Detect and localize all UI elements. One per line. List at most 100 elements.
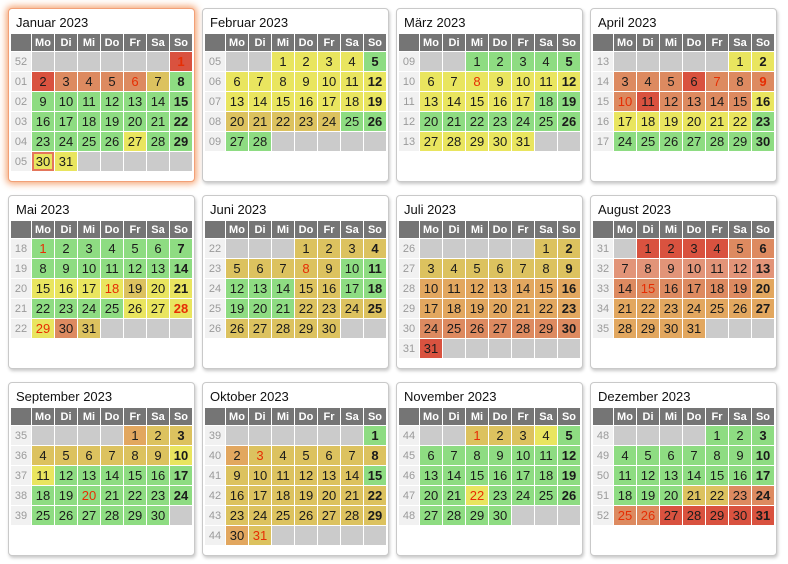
day-cell[interactable]: 22	[32, 299, 54, 318]
day-cell[interactable]: 29	[466, 506, 488, 525]
day-cell[interactable]: 28	[249, 132, 271, 151]
day-cell[interactable]: 25	[341, 112, 363, 131]
day-cell[interactable]: 9	[295, 72, 317, 91]
day-cell[interactable]: 19	[466, 299, 488, 318]
day-cell[interactable]: 23	[489, 486, 511, 505]
day-cell[interactable]: 13	[318, 466, 340, 485]
day-cell[interactable]: 11	[614, 466, 636, 485]
day-cell[interactable]: 3	[512, 426, 534, 445]
day-cell[interactable]: 26	[660, 132, 682, 151]
day-cell[interactable]: 10	[420, 279, 442, 298]
day-cell[interactable]: 27	[752, 299, 774, 318]
day-cell[interactable]: 5	[558, 426, 580, 445]
day-cell[interactable]: 21	[614, 299, 636, 318]
day-cell[interactable]: 11	[341, 72, 363, 91]
day-cell[interactable]: 31	[249, 526, 271, 545]
day-cell[interactable]: 23	[752, 112, 774, 131]
day-cell[interactable]: 30	[729, 506, 751, 525]
day-cell[interactable]: 10	[683, 259, 705, 278]
day-cell[interactable]: 29	[466, 132, 488, 151]
day-cell[interactable]: 13	[147, 259, 169, 278]
day-cell[interactable]: 12	[466, 279, 488, 298]
day-cell[interactable]: 26	[295, 506, 317, 525]
day-cell[interactable]: 23	[489, 112, 511, 131]
day-cell[interactable]: 17	[512, 466, 534, 485]
day-cell[interactable]: 28	[614, 319, 636, 338]
day-cell[interactable]: 26	[101, 132, 123, 151]
day-cell[interactable]: 24	[752, 486, 774, 505]
day-cell[interactable]: 24	[683, 299, 705, 318]
day-cell[interactable]: 17	[420, 299, 442, 318]
day-cell[interactable]: 12	[226, 279, 248, 298]
day-cell[interactable]: 9	[489, 446, 511, 465]
day-cell[interactable]: 17	[752, 466, 774, 485]
day-cell[interactable]: 15	[637, 279, 659, 298]
day-cell[interactable]: 17	[341, 279, 363, 298]
day-cell[interactable]: 4	[101, 239, 123, 258]
day-cell[interactable]: 2	[660, 239, 682, 258]
day-cell[interactable]: 10	[512, 446, 534, 465]
day-cell[interactable]: 22	[729, 112, 751, 131]
day-cell[interactable]: 27	[226, 132, 248, 151]
day-cell[interactable]: 7	[147, 72, 169, 91]
day-cell[interactable]: 12	[558, 446, 580, 465]
day-cell[interactable]: 6	[147, 239, 169, 258]
day-cell[interactable]: 17	[170, 466, 192, 485]
day-cell[interactable]: 22	[124, 486, 146, 505]
day-cell[interactable]: 22	[706, 486, 728, 505]
day-cell[interactable]: 21	[170, 279, 192, 298]
day-cell[interactable]: 29	[295, 319, 317, 338]
day-cell[interactable]: 4	[32, 446, 54, 465]
day-cell[interactable]: 15	[364, 466, 386, 485]
day-cell[interactable]: 8	[466, 72, 488, 91]
day-cell[interactable]: 18	[535, 466, 557, 485]
day-cell[interactable]: 9	[318, 259, 340, 278]
day-cell[interactable]: 29	[535, 319, 557, 338]
day-cell[interactable]: 16	[147, 466, 169, 485]
day-cell[interactable]: 25	[637, 132, 659, 151]
day-cell[interactable]: 3	[318, 52, 340, 71]
day-cell[interactable]: 6	[78, 446, 100, 465]
day-cell[interactable]: 14	[170, 259, 192, 278]
day-cell[interactable]: 17	[55, 112, 77, 131]
day-cell[interactable]: 19	[101, 112, 123, 131]
day-cell[interactable]: 28	[512, 319, 534, 338]
day-cell[interactable]: 20	[489, 299, 511, 318]
day-cell[interactable]: 23	[32, 132, 54, 151]
day-cell[interactable]: 27	[318, 506, 340, 525]
day-cell[interactable]: 9	[147, 446, 169, 465]
day-cell[interactable]: 21	[249, 112, 271, 131]
day-cell[interactable]: 15	[32, 279, 54, 298]
day-cell[interactable]: 4	[637, 72, 659, 91]
day-cell[interactable]: 13	[124, 92, 146, 111]
day-cell[interactable]: 16	[729, 466, 751, 485]
day-cell[interactable]: 16	[318, 279, 340, 298]
day-cell[interactable]: 31	[752, 506, 774, 525]
day-cell[interactable]: 3	[752, 426, 774, 445]
day-cell[interactable]: 22	[364, 486, 386, 505]
day-cell[interactable]: 12	[55, 466, 77, 485]
day-cell[interactable]: 6	[124, 72, 146, 91]
day-cell[interactable]: 15	[466, 466, 488, 485]
day-cell[interactable]: 24	[55, 132, 77, 151]
day-cell[interactable]: 1	[170, 52, 192, 71]
day-cell[interactable]: 5	[637, 446, 659, 465]
day-cell[interactable]: 2	[226, 446, 248, 465]
day-cell[interactable]: 1	[272, 52, 294, 71]
day-cell[interactable]: 7	[683, 446, 705, 465]
day-cell[interactable]: 26	[226, 319, 248, 338]
day-cell[interactable]: 25	[364, 299, 386, 318]
day-cell[interactable]: 16	[558, 279, 580, 298]
day-cell[interactable]: 2	[489, 426, 511, 445]
day-cell[interactable]: 15	[272, 92, 294, 111]
day-cell[interactable]: 8	[535, 259, 557, 278]
day-cell[interactable]: 12	[729, 259, 751, 278]
day-cell[interactable]: 20	[420, 112, 442, 131]
day-cell[interactable]: 29	[637, 319, 659, 338]
day-cell[interactable]: 14	[272, 279, 294, 298]
day-cell[interactable]: 5	[729, 239, 751, 258]
day-cell[interactable]: 19	[558, 92, 580, 111]
day-cell[interactable]: 2	[55, 239, 77, 258]
day-cell[interactable]: 22	[272, 112, 294, 131]
day-cell[interactable]: 19	[729, 279, 751, 298]
